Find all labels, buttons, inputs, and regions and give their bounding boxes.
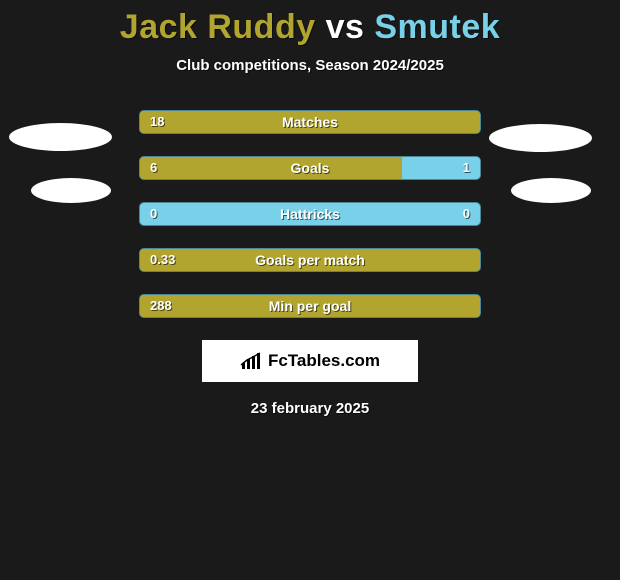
- player-photo-placeholder: [489, 124, 592, 152]
- stat-bar-row: Goals per match0.33: [139, 248, 481, 272]
- stat-bar-row: Matches18: [139, 110, 481, 134]
- stat-bar-value-right: 0: [463, 203, 470, 225]
- stat-bar-left: [140, 111, 480, 133]
- subtitle: Club competitions, Season 2024/2025: [0, 57, 620, 74]
- comparison-card: Jack Ruddy vs Smutek Club competitions, …: [0, 0, 620, 580]
- page-title: Jack Ruddy vs Smutek: [0, 0, 620, 47]
- barchart-icon: [240, 351, 264, 371]
- logo-box: FcTables.com: [202, 340, 418, 382]
- stat-bar-row: Min per goal288: [139, 294, 481, 318]
- player-photo-placeholder: [31, 178, 111, 203]
- player1-name: Jack Ruddy: [120, 8, 316, 46]
- footer-date: 23 february 2025: [0, 400, 620, 417]
- stat-bar-left: [140, 295, 480, 317]
- stat-bar-left: [140, 249, 480, 271]
- stat-bar-right: [402, 157, 480, 179]
- stat-bar-row: Hattricks0 0: [139, 202, 481, 226]
- stat-bar-left: [140, 157, 402, 179]
- player-photo-placeholder: [9, 123, 112, 151]
- player-photo-placeholder: [511, 178, 591, 203]
- stat-bar-label: Hattricks: [140, 203, 480, 225]
- stat-bar-row: Goals61: [139, 156, 481, 180]
- player2-name: Smutek: [374, 8, 500, 46]
- stat-bar-value-left: 0: [150, 203, 157, 225]
- logo-text: FcTables.com: [268, 351, 380, 371]
- vs-text: vs: [326, 8, 365, 46]
